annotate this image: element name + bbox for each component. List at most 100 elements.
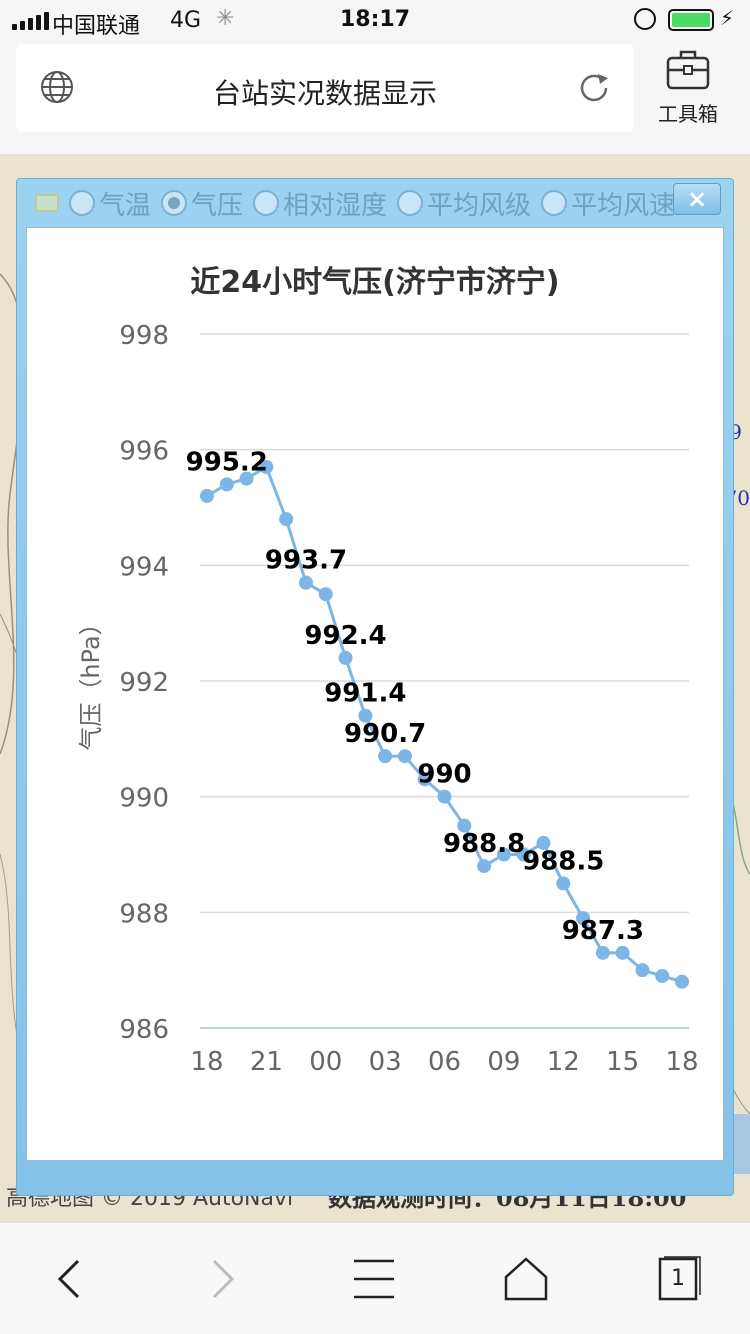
data-point	[595, 945, 610, 960]
address-bar[interactable]: 台站实况数据显示	[16, 44, 634, 132]
toolbox-label: 工具箱	[658, 102, 718, 126]
carrier-name: 中国联通	[52, 14, 141, 39]
menu-button[interactable]	[344, 1253, 404, 1305]
browser-bottom-nav: 1	[0, 1222, 750, 1334]
data-point	[536, 835, 551, 850]
data-label: 992.4	[304, 621, 386, 651]
network-type: 4G	[170, 8, 202, 33]
chart-svg: 近24小时气压(济宁市济宁) 998 996 994 992 990 988 986 气压（hP…	[77, 265, 699, 1077]
signal-icon	[12, 12, 49, 30]
data-label: 993.7	[265, 546, 347, 576]
tab-label: 气压	[191, 190, 244, 221]
station-popup: 气温 气压 相对湿度 平均风级 平均风速 × 近24小时气压(济宁市济宁) 998…	[16, 178, 734, 1196]
y-tick-label: 992	[119, 668, 169, 698]
x-tick-label: 06	[428, 1047, 461, 1077]
tab-label: 平均风速	[571, 190, 676, 221]
data-point	[219, 477, 234, 492]
x-tick-label: 12	[547, 1047, 580, 1077]
y-tick-label: 988	[119, 899, 169, 929]
y-tick-label: 990	[119, 784, 169, 814]
browser-toolbar: 台站实况数据显示 工具箱	[0, 40, 750, 154]
x-tick-label: 21	[250, 1047, 283, 1077]
tab-count: 1	[671, 1266, 685, 1291]
window-icon	[35, 194, 59, 212]
y-axis-label: 气压（hPa）	[77, 611, 105, 750]
data-point	[655, 968, 670, 983]
data-point	[318, 587, 333, 602]
data-point	[635, 963, 650, 978]
data-point	[417, 772, 432, 787]
x-tick-label: 18	[190, 1047, 223, 1077]
data-point	[516, 847, 531, 862]
data-point	[576, 911, 591, 926]
globe-icon	[41, 71, 73, 103]
y-tick-label: 996	[119, 437, 169, 467]
data-point	[437, 789, 452, 804]
data-label: 991.4	[324, 679, 406, 709]
page-title: 台站实况数据显示	[212, 77, 437, 110]
y-tick-label: 998	[119, 321, 169, 351]
tab-temperature[interactable]: 气温	[69, 185, 151, 222]
x-tick-label: 15	[606, 1047, 639, 1077]
toolbox-button[interactable]: 工具箱	[648, 48, 728, 132]
data-point	[298, 575, 313, 590]
pressure-chart: 近24小时气压(济宁市济宁) 998 996 994 992 990 988 986 气压（hP…	[26, 227, 724, 1161]
x-tick-label: 00	[309, 1047, 342, 1077]
chart-title: 近24小时气压(济宁市济宁)	[190, 265, 559, 300]
data-label: 990	[417, 760, 471, 790]
radio-icon[interactable]	[541, 190, 568, 216]
radio-icon[interactable]	[161, 190, 188, 216]
charging-icon: ⚡	[720, 6, 735, 30]
reload-icon[interactable]	[576, 70, 612, 106]
data-label: 988.5	[522, 846, 604, 876]
data-point	[358, 708, 373, 723]
status-bar: 中国联通 4G ✳ 18:17 ⚡	[0, 0, 750, 40]
tab-label: 气温	[99, 190, 152, 221]
tabs-button[interactable]: 1	[648, 1253, 708, 1305]
y-tick-label: 994	[119, 552, 169, 582]
clock: 18:17	[339, 7, 411, 32]
data-point	[200, 488, 214, 503]
radio-icon[interactable]	[253, 190, 280, 216]
data-point	[279, 512, 294, 527]
toolbox-icon	[666, 50, 710, 90]
variable-tabs: 气温 气压 相对湿度 平均风级 平均风速	[17, 179, 733, 227]
data-point	[457, 818, 472, 833]
home-icon	[504, 1257, 548, 1301]
data-point	[397, 749, 412, 764]
chevron-right-icon	[212, 1259, 235, 1299]
x-tick-label: 03	[369, 1047, 402, 1077]
back-button[interactable]	[38, 1253, 98, 1305]
x-tick-label: 09	[487, 1047, 520, 1077]
data-label: 987.3	[562, 916, 644, 946]
loading-icon: ✳	[216, 6, 235, 31]
y-tick-label: 986	[119, 1015, 169, 1045]
tab-wind-level[interactable]: 平均风级	[397, 185, 531, 222]
data-point	[259, 460, 274, 475]
tab-label: 平均风级	[427, 190, 532, 221]
close-button[interactable]: ×	[673, 183, 721, 215]
tab-wind-speed[interactable]: 平均风速	[541, 185, 675, 222]
menu-icon	[354, 1259, 394, 1299]
data-point	[556, 876, 571, 891]
data-point	[615, 945, 630, 960]
forward-button[interactable]	[192, 1253, 252, 1305]
data-point	[378, 749, 393, 764]
tabs-icon	[658, 1256, 701, 1301]
data-point	[239, 471, 254, 486]
home-button[interactable]	[496, 1253, 556, 1305]
data-point	[338, 650, 353, 665]
tab-label: 相对湿度	[283, 190, 388, 221]
data-point	[477, 859, 492, 874]
tab-humidity[interactable]: 相对湿度	[253, 185, 387, 222]
data-label: 990.7	[344, 719, 426, 749]
radio-icon[interactable]	[397, 190, 424, 216]
data-label: 988.8	[443, 829, 525, 859]
data-label: 995.2	[186, 447, 268, 477]
radio-icon[interactable]	[69, 190, 95, 216]
battery-icon	[668, 9, 714, 31]
data-point	[496, 847, 511, 862]
data-point	[675, 974, 689, 989]
rotation-lock-icon	[634, 8, 656, 30]
tab-pressure[interactable]: 气压	[161, 185, 243, 222]
